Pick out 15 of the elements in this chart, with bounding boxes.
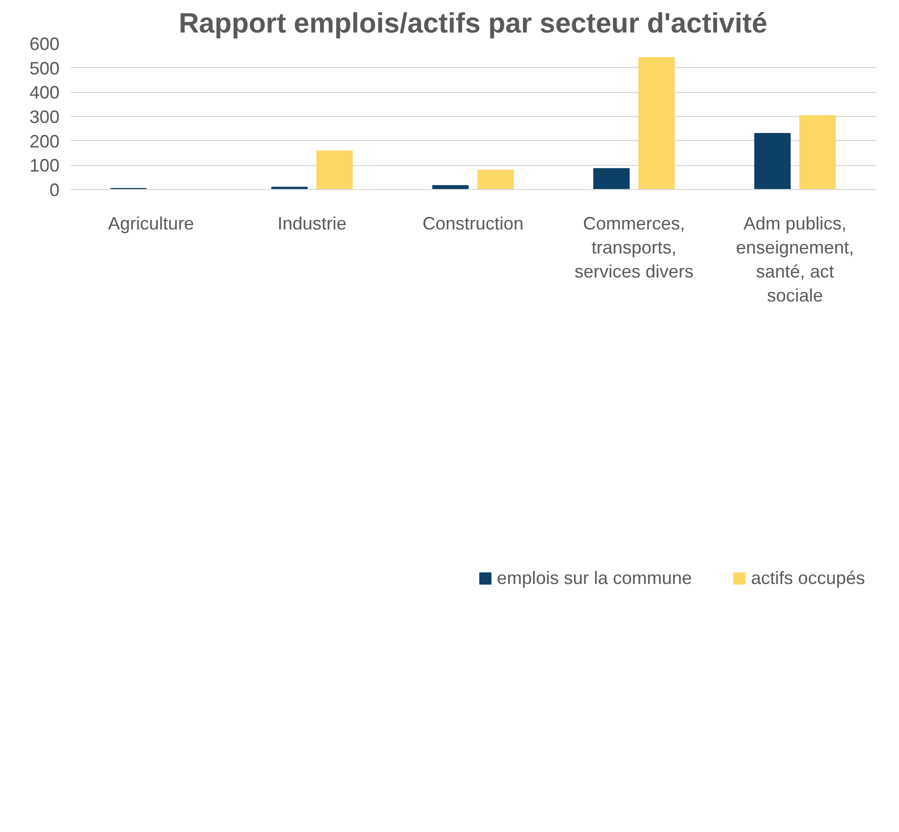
chart-title: Rapport emplois/actifs par secteur d'activité <box>178 8 768 38</box>
x-tick-label: Agriculture <box>108 214 194 234</box>
legend-label: actifs occupés <box>750 568 865 588</box>
x-tick-label: Industrie <box>277 214 347 234</box>
x-tick-label: Commerces, transports, services divers <box>574 214 694 282</box>
y-tick-label: 0 <box>49 180 60 200</box>
y-tick-label: 600 <box>29 34 60 54</box>
y-tick-label: 400 <box>29 82 60 103</box>
x-tick-label: Adm publics, enseignement, santé, act sociale <box>736 214 854 306</box>
y-tick-label: 200 <box>29 131 60 152</box>
y-tick-label: 100 <box>29 156 60 176</box>
y-tick-label: 300 <box>29 107 60 127</box>
x-tick-label: Construction <box>422 214 524 234</box>
y-tick-label: 500 <box>29 58 60 78</box>
legend-label: emplois sur la commune <box>496 568 692 588</box>
